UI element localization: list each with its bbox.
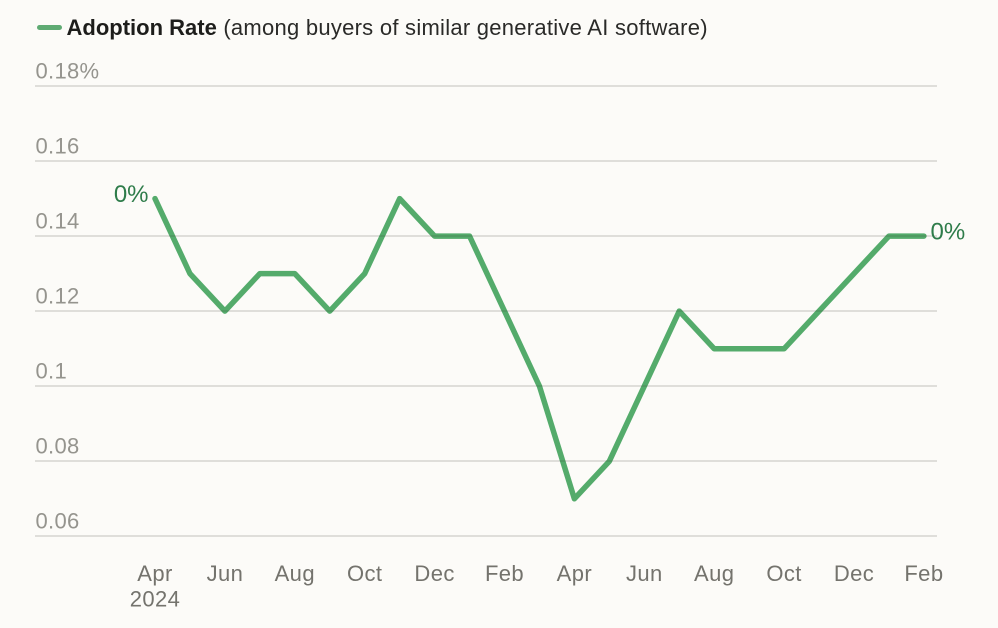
svg-text:0.08: 0.08 [36, 434, 80, 459]
svg-text:0.1: 0.1 [36, 359, 67, 384]
svg-text:Aug: Aug [275, 561, 315, 586]
svg-text:Dec: Dec [414, 561, 454, 586]
svg-text:0.06: 0.06 [36, 509, 80, 534]
svg-text:Feb: Feb [904, 561, 943, 586]
svg-text:0%: 0% [931, 219, 966, 246]
svg-text:Dec: Dec [834, 561, 874, 586]
svg-text:0.14: 0.14 [36, 209, 80, 234]
svg-text:2024: 2024 [130, 587, 181, 612]
svg-text:0%: 0% [114, 181, 149, 208]
svg-text:Apr: Apr [137, 561, 172, 586]
svg-text:Jun: Jun [626, 561, 663, 586]
svg-text:Oct: Oct [766, 561, 801, 586]
svg-text:0.12: 0.12 [36, 284, 80, 309]
svg-text:0.16: 0.16 [36, 134, 80, 159]
svg-text:Aug: Aug [694, 561, 734, 586]
svg-text:0.18%: 0.18% [36, 59, 100, 84]
svg-text:Oct: Oct [347, 561, 382, 586]
svg-text:Feb: Feb [485, 561, 524, 586]
svg-text:Apr: Apr [557, 561, 592, 586]
svg-text:Jun: Jun [207, 561, 244, 586]
